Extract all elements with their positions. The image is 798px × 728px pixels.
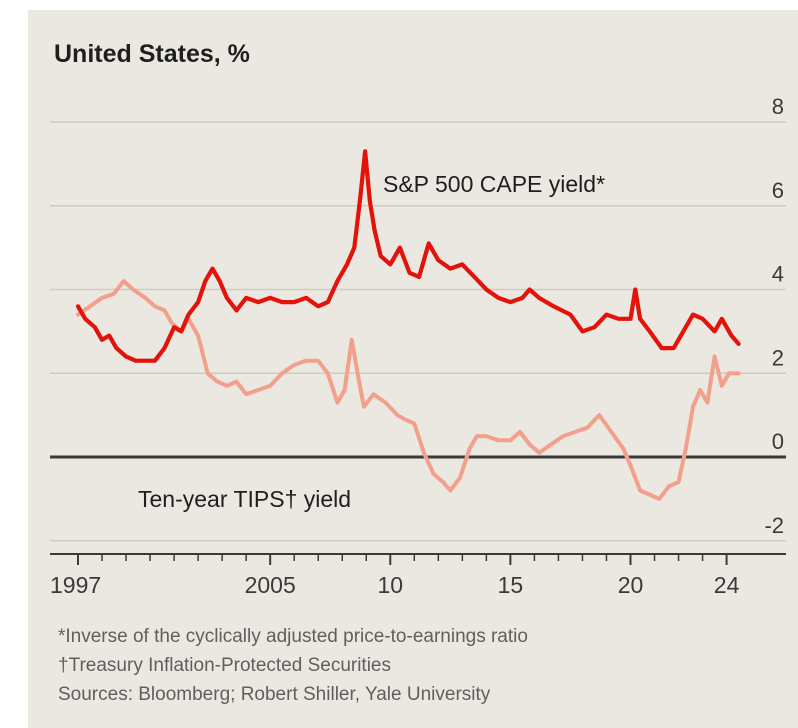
series-label-cape: S&P 500 CAPE yield*	[383, 171, 605, 197]
chart-figure: United States, % 8 6 4 2 0 -2 1997 2005 10 15 20 2…	[28, 10, 798, 728]
footnote-cape: *Inverse of the cyclically adjusted pric…	[58, 626, 528, 647]
y-tick-label: 6	[772, 178, 784, 203]
x-tick-label: 20	[618, 572, 644, 598]
sources-note: Sources: Bloomberg; Robert Shiller, Yale…	[58, 684, 491, 705]
series-layer	[75, 149, 741, 501]
y-tick-label: 0	[772, 429, 784, 454]
y-tick-label: 4	[772, 262, 784, 287]
y-tick-labels: 8 6 4 2 0 -2	[764, 94, 784, 538]
y-tick-label: 2	[772, 345, 784, 370]
x-tick-label: 24	[714, 572, 740, 598]
x-tick-label: 1997	[50, 572, 101, 598]
series-line-tips	[76, 279, 741, 501]
x-axis: 1997 2005 10 15 20 24	[50, 553, 786, 598]
footnote-tips: †Treasury Inflation-Protected Securities	[58, 655, 392, 676]
y-tick-label: 8	[772, 94, 784, 119]
series-line-cape	[75, 149, 741, 363]
series-label-tips: Ten-year TIPS† yield	[138, 486, 351, 512]
x-tick-label: 2005	[245, 572, 296, 598]
grid-layer	[50, 121, 786, 542]
x-tick-label: 10	[377, 572, 403, 598]
y-tick-label: -2	[764, 513, 784, 538]
footnotes: *Inverse of the cyclically adjusted pric…	[58, 622, 798, 709]
chart-title: United States, %	[54, 40, 250, 68]
x-tick-label: 15	[498, 572, 524, 598]
